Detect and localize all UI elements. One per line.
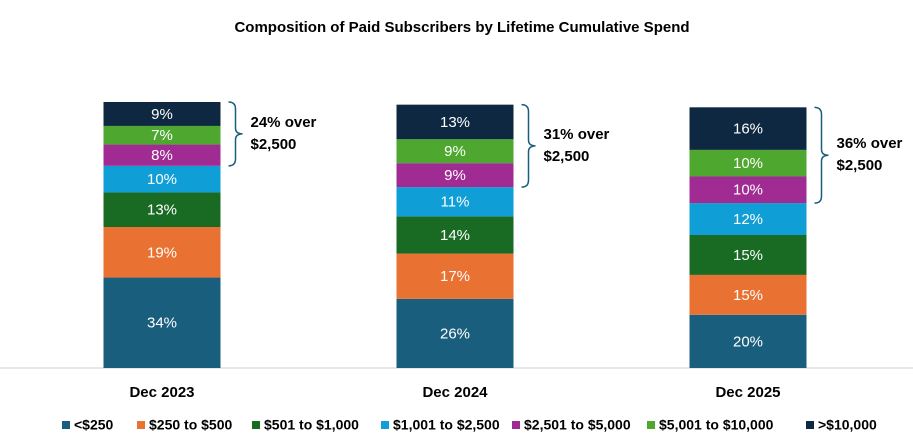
bar-segment — [103, 144, 221, 166]
bar-segment — [689, 274, 807, 315]
value-label: 10% — [733, 155, 763, 172]
legend-label: $501 to $1,000 — [264, 417, 359, 433]
bar-segment — [689, 235, 807, 275]
bar-segment — [396, 216, 514, 254]
bar-segment — [103, 125, 221, 145]
bar-segment — [396, 104, 514, 140]
legend-swatch — [381, 421, 389, 429]
annotation: 31% over — [544, 126, 610, 143]
bar-segment — [689, 176, 807, 204]
bar-segment — [396, 139, 514, 164]
legend-label: $2,501 to $5,000 — [524, 417, 631, 433]
value-label: 11% — [441, 194, 470, 211]
bar-segment — [103, 192, 221, 228]
value-label: 20% — [733, 333, 763, 350]
bar-segment — [689, 149, 807, 177]
x-tick-label: Dec 2024 — [422, 384, 488, 401]
value-label: 19% — [147, 244, 177, 261]
annotation: 36% over — [837, 135, 903, 152]
bar-segment — [103, 165, 221, 193]
annotation: $2,500 — [837, 157, 883, 174]
value-label: 13% — [440, 114, 470, 131]
bar-segment — [396, 163, 514, 188]
annotation: $2,500 — [251, 136, 297, 153]
bar-segment — [396, 187, 514, 217]
legend-label: $5,001 to $10,000 — [659, 417, 774, 433]
legend-label: $1,001 to $2,500 — [393, 417, 500, 433]
value-label: 15% — [733, 247, 763, 264]
value-label: 16% — [733, 121, 763, 138]
annotation: $2,500 — [544, 148, 590, 165]
bracket — [521, 103, 536, 188]
legend-label: <$250 — [74, 417, 114, 433]
value-label: 17% — [440, 268, 470, 285]
value-label: 12% — [733, 211, 763, 228]
value-label: 34% — [147, 315, 177, 332]
value-label: 9% — [151, 106, 173, 123]
bar-segment — [689, 107, 807, 150]
bracket — [814, 106, 829, 204]
bar-segment — [689, 314, 807, 368]
value-label: 13% — [147, 202, 177, 219]
chart-title: Composition of Paid Subscribers by Lifet… — [234, 19, 689, 36]
bar-segment — [396, 253, 514, 299]
legend-swatch — [512, 421, 520, 429]
bar-segment — [103, 277, 221, 368]
bracket — [228, 101, 243, 167]
bar-segment — [103, 102, 221, 126]
value-label: 7% — [151, 127, 173, 144]
x-tick-label: Dec 2025 — [715, 384, 780, 401]
legend-label: $250 to $500 — [149, 417, 232, 433]
annotation: 24% over — [251, 114, 317, 131]
bar-segment — [103, 227, 221, 278]
bar-segment — [689, 203, 807, 235]
legend-swatch — [137, 421, 145, 429]
value-label: 14% — [440, 227, 470, 244]
x-tick-label: Dec 2023 — [129, 384, 194, 401]
value-label: 8% — [151, 147, 173, 164]
value-label: 9% — [444, 167, 466, 184]
legend-swatch — [62, 421, 70, 429]
legend-swatch — [252, 421, 260, 429]
value-label: 10% — [733, 182, 763, 199]
value-label: 10% — [147, 171, 177, 188]
value-label: 15% — [733, 287, 763, 304]
value-label: 26% — [440, 325, 470, 342]
bar-segment — [396, 298, 514, 368]
legend-swatch — [806, 421, 814, 429]
legend-label: >$10,000 — [818, 417, 877, 433]
legend-swatch — [647, 421, 655, 429]
value-label: 9% — [444, 143, 466, 160]
